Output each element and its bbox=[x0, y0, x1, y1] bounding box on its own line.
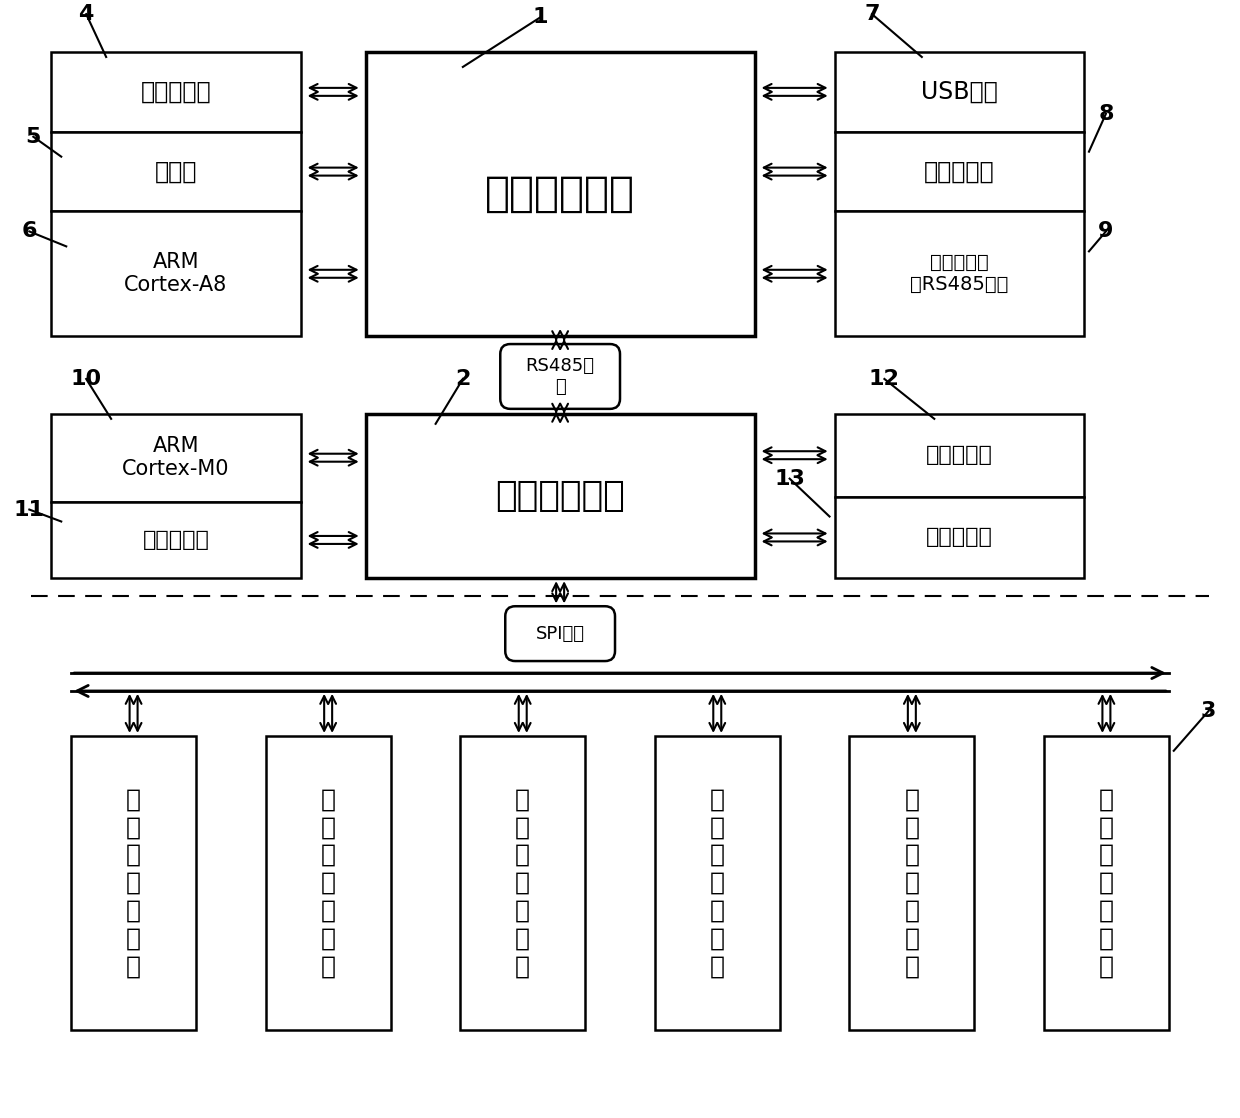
Text: 5: 5 bbox=[26, 126, 41, 146]
Text: 电
参
数
采
集
模
块: 电 参 数 采 集 模 块 bbox=[515, 787, 531, 978]
Text: 铁电存储器: 铁电存储器 bbox=[143, 530, 210, 550]
FancyBboxPatch shape bbox=[505, 606, 615, 661]
Text: 10: 10 bbox=[71, 369, 102, 389]
Bar bbox=[51, 132, 301, 211]
Bar bbox=[265, 736, 391, 1030]
Bar bbox=[1044, 736, 1169, 1030]
Bar bbox=[366, 414, 755, 578]
Text: 7: 7 bbox=[864, 4, 879, 25]
Text: 4: 4 bbox=[78, 4, 94, 25]
Text: 防雷器输入: 防雷器输入 bbox=[926, 445, 993, 465]
Text: 数据中心通
讯RS485接口: 数据中心通 讯RS485接口 bbox=[910, 254, 1008, 294]
Text: 12: 12 bbox=[869, 369, 900, 389]
Bar bbox=[835, 132, 1084, 211]
Bar bbox=[835, 211, 1084, 337]
Text: 电
参
数
采
集
模
块: 电 参 数 采 集 模 块 bbox=[321, 787, 336, 978]
Bar bbox=[366, 53, 755, 337]
Text: 继电器输出: 继电器输出 bbox=[926, 528, 993, 548]
Text: 3: 3 bbox=[1202, 701, 1216, 721]
Text: ARM
Cortex-M0: ARM Cortex-M0 bbox=[123, 436, 229, 480]
Text: 2: 2 bbox=[455, 369, 470, 389]
Text: 实时控制单元: 实时控制单元 bbox=[495, 480, 625, 513]
Text: 6: 6 bbox=[21, 221, 37, 241]
Bar bbox=[835, 53, 1084, 132]
Bar bbox=[51, 502, 301, 578]
Text: ARM
Cortex-A8: ARM Cortex-A8 bbox=[124, 253, 228, 295]
Bar bbox=[51, 53, 301, 132]
Text: 电
参
数
采
集
模
块: 电 参 数 采 集 模 块 bbox=[904, 787, 919, 978]
Text: 8: 8 bbox=[1099, 104, 1114, 124]
Text: 触摸屏: 触摸屏 bbox=[155, 160, 197, 183]
Text: 9: 9 bbox=[1099, 221, 1114, 241]
FancyBboxPatch shape bbox=[500, 344, 620, 409]
Text: 11: 11 bbox=[14, 500, 45, 520]
Text: 13: 13 bbox=[774, 468, 805, 489]
Bar bbox=[655, 736, 780, 1030]
Text: 电
参
数
采
集
模
块: 电 参 数 采 集 模 块 bbox=[126, 787, 141, 978]
Bar bbox=[51, 211, 301, 337]
Bar bbox=[71, 736, 196, 1030]
Bar bbox=[460, 736, 585, 1030]
Text: RS485总
线: RS485总 线 bbox=[526, 357, 595, 396]
Bar bbox=[835, 414, 1084, 496]
Text: 以太网接口: 以太网接口 bbox=[924, 160, 994, 183]
Bar bbox=[849, 736, 975, 1030]
Bar bbox=[835, 496, 1084, 578]
Text: 人机交互单元: 人机交互单元 bbox=[485, 173, 635, 215]
Text: 液晶显示屏: 液晶显示屏 bbox=[140, 79, 211, 104]
Text: USB接口: USB接口 bbox=[921, 79, 998, 104]
Text: SPI总线: SPI总线 bbox=[536, 625, 584, 643]
Text: 电
参
数
采
集
模
块: 电 参 数 采 集 模 块 bbox=[1099, 787, 1114, 978]
Bar bbox=[51, 414, 301, 502]
Text: 1: 1 bbox=[533, 7, 548, 27]
Text: 电
参
数
采
集
模
块: 电 参 数 采 集 模 块 bbox=[709, 787, 725, 978]
